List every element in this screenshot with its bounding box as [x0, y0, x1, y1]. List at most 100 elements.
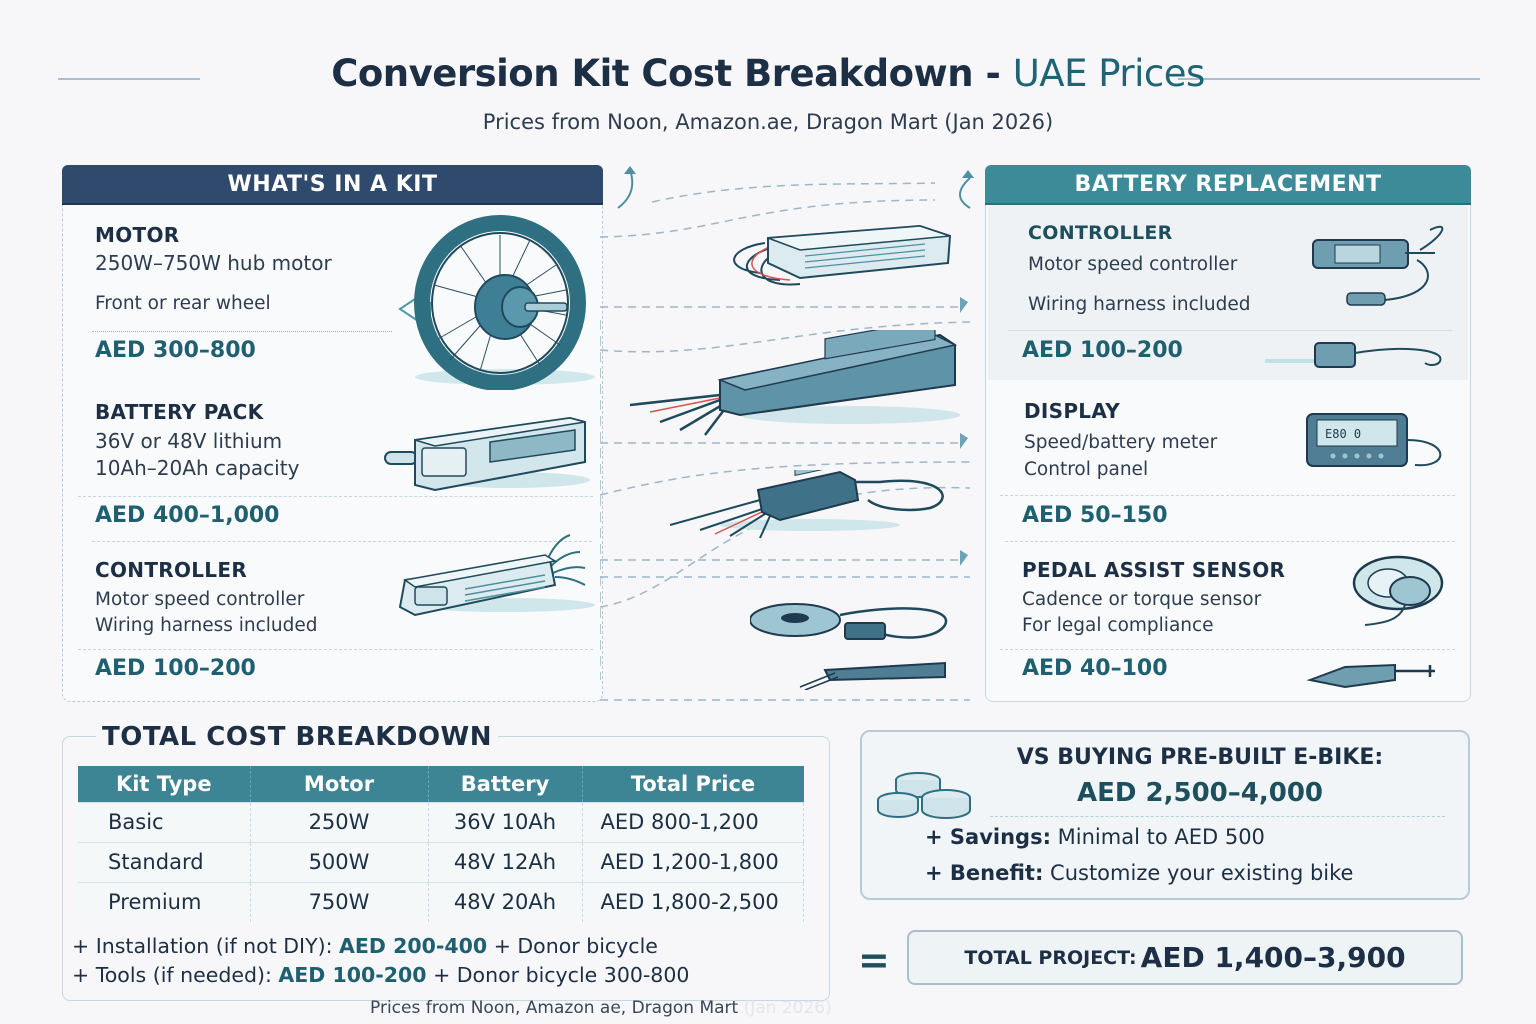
cell-motor: 250W — [250, 801, 429, 842]
subtitle: Prices from Noon, Amazon.ae, Dragon Mart… — [482, 110, 1054, 134]
kit-item-desc: Wiring harness included — [95, 615, 318, 636]
replacement-item-desc: For legal compliance — [1022, 615, 1214, 636]
divider — [990, 816, 1445, 817]
replacement-item-title-pas: PEDAL ASSIST SENSOR — [1022, 558, 1286, 582]
table-header-row: Kit Type Motor Battery Total Price — [78, 766, 804, 802]
table-row: Basic 250W 36V 10Ah AED 800-1,200 — [78, 801, 804, 842]
title-rule-left — [58, 78, 200, 80]
replacement-item-desc: Motor speed controller — [1028, 254, 1238, 275]
vs-benefit-label: + Benefit: — [925, 861, 1044, 885]
col-battery: Battery — [428, 766, 583, 802]
total-project-box: TOTAL PROJECT: AED 1,400–3,900 — [907, 930, 1463, 985]
replacement-item-title-display: DISPLAY — [1024, 399, 1120, 423]
controller-icon — [1312, 225, 1444, 306]
hub-motor-wheel-icon — [398, 215, 595, 390]
replacement-panel-header: BATTERY REPLACEMENT — [985, 165, 1471, 205]
cell-kit-type: Basic — [78, 801, 251, 842]
cell-battery: 36V 10Ah — [428, 801, 583, 842]
extra-amount: AED 100-200 — [278, 963, 427, 987]
pas-sensor-disc-icon — [750, 603, 948, 690]
lcd-display-icon: E80 0 — [1306, 413, 1442, 467]
extra-suffix: + Donor bicycle — [487, 934, 658, 958]
divider — [1000, 649, 1455, 650]
title-rule-right — [1178, 78, 1480, 80]
replacement-item-desc: Speed/battery meter — [1024, 432, 1218, 453]
extra-prefix: + Tools (if needed): — [72, 963, 279, 987]
divider — [1000, 495, 1455, 496]
vs-benefit: + Benefit: Customize your existing bike — [925, 861, 1353, 885]
kit-item-desc: 10Ah–20Ah capacity — [95, 456, 300, 480]
cost-table: Kit Type Motor Battery Total Price Basic… — [78, 766, 804, 922]
divider — [1008, 330, 1452, 331]
kit-item-title-controller: CONTROLLER — [95, 558, 248, 582]
sensor-plug-icon — [1306, 663, 1435, 689]
cell-battery: 48V 12Ah — [428, 841, 583, 882]
connector-lines — [600, 166, 974, 701]
title-separator: - — [973, 52, 1013, 95]
replacement-item-desc: Cadence or torque sensor — [1022, 589, 1262, 610]
replacement-item-title-controller: CONTROLLER — [1028, 222, 1173, 244]
divider — [92, 331, 392, 332]
extra-amount: AED 200-400 — [339, 934, 488, 958]
vs-savings-text: Minimal to AED 500 — [1050, 825, 1265, 849]
divider — [78, 649, 593, 650]
kit-item-desc: Front or rear wheel — [95, 293, 271, 314]
cell-total-price: AED 1,200-1,800 — [582, 841, 804, 882]
kit-item-desc: 36V or 48V lithium — [95, 429, 283, 453]
extra-prefix: + Installation (if not DIY): — [72, 934, 340, 958]
vs-title: VS BUYING PRE-BUILT E-BIKE: — [1016, 745, 1384, 770]
kit-item-desc: Motor speed controller — [95, 589, 305, 610]
col-total-price: Total Price — [582, 766, 804, 802]
footer-source: Prices from Noon, Amazon ae, Dragon Mart… — [370, 998, 832, 1018]
replacement-item-desc: Wiring harness included — [1028, 294, 1251, 315]
controller-with-wires-icon — [733, 224, 952, 286]
extra-tools: + Tools (if needed): AED 100-200 + Donor… — [72, 963, 689, 987]
total-project-label: TOTAL PROJECT: — [964, 946, 1137, 969]
svg-text:E80 0: E80 0 — [1325, 427, 1361, 441]
total-cost-title: TOTAL COST BREAKDOWN — [96, 722, 498, 752]
divider — [78, 496, 593, 497]
battery-pack-icon — [384, 416, 590, 492]
connector-plug-icon — [1265, 342, 1442, 368]
cell-kit-type: Standard — [78, 841, 251, 882]
kit-item-price-motor: AED 300–800 — [95, 338, 256, 363]
vs-price: AED 2,500–4,000 — [1077, 778, 1323, 808]
replacement-item-desc: Control panel — [1024, 459, 1149, 480]
kit-item-price-battery: AED 400–1,000 — [95, 503, 280, 528]
vs-savings-label: + Savings: — [925, 825, 1051, 849]
divider — [1005, 541, 1455, 542]
extra-installation: + Installation (if not DIY): AED 200-400… — [72, 934, 658, 958]
col-motor: Motor — [250, 766, 429, 802]
table-row: Standard 500W 48V 12Ah AED 1,200-1,800 — [78, 841, 804, 882]
extra-suffix: + Donor bicycle 300-800 — [426, 963, 690, 987]
kit-item-title-battery: BATTERY PACK — [95, 400, 264, 424]
kit-panel-header: WHAT'S IN A KIT — [62, 165, 603, 205]
table-row: Premium 750W 48V 20Ah AED 1,800-2,500 — [78, 881, 804, 922]
controller-section-bg — [988, 205, 1468, 380]
cell-battery: 48V 20Ah — [428, 881, 583, 922]
kit-item-desc: 250W–750W hub motor — [95, 251, 332, 275]
controller-box-icon — [398, 534, 595, 617]
replacement-item-price-pas: AED 40–100 — [1022, 656, 1168, 681]
vs-benefit-text: Customize your existing bike — [1043, 861, 1354, 885]
kit-item-price-controller: AED 100–200 — [95, 656, 256, 681]
pedal-sensor-icon — [1352, 555, 1444, 626]
replacement-item-price-display: AED 50–150 — [1022, 503, 1168, 528]
replacement-item-price-controller: AED 100–200 — [1022, 338, 1183, 363]
cell-total-price: AED 1,800-2,500 — [582, 881, 804, 922]
total-project-value: AED 1,400–3,900 — [1140, 941, 1406, 974]
cell-kit-type: Premium — [78, 881, 251, 922]
frame-battery-icon — [629, 330, 960, 436]
kit-item-title-motor: MOTOR — [95, 223, 180, 247]
cell-total-price: AED 800-1,200 — [582, 801, 804, 842]
title-main: Conversion Kit Cost Breakdown — [331, 52, 974, 95]
vs-savings: + Savings: Minimal to AED 500 — [925, 825, 1265, 849]
cell-motor: 500W — [250, 841, 429, 882]
cell-motor: 750W — [250, 881, 429, 922]
equals-sign: = — [858, 938, 890, 982]
coin-stack-icon — [877, 772, 971, 819]
footer-text: Prices from Noon, Amazon ae, Dragon Mart — [370, 998, 739, 1018]
col-kit-type: Kit Type — [78, 766, 251, 802]
footer-date-faint: (Jan 2026) — [738, 998, 832, 1018]
title-accent: UAE Prices — [1012, 52, 1206, 95]
